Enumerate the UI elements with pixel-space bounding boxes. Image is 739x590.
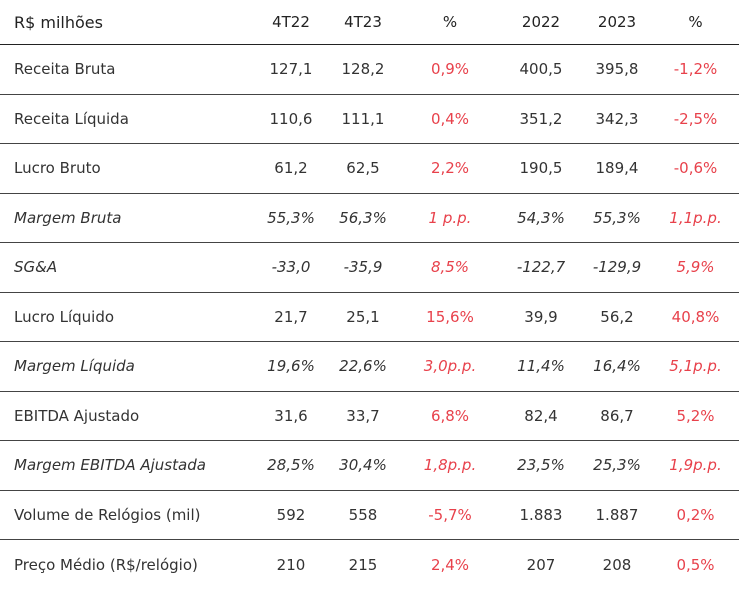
cell-pct-year: 1,1p.p. [669, 208, 722, 227]
cell-4t22: 31,6 [274, 406, 308, 425]
table-row: Receita Líquida 110,6 111,1 0,4% 351,2 342,3 -… [0, 95, 739, 144]
cell-4t22: 210 [276, 555, 306, 574]
cell-2022: 190,5 [519, 159, 563, 178]
header-col-2022: 2022 [521, 13, 561, 31]
cell-pct-quarter: 8,5% [430, 258, 470, 277]
table-row: Lucro Bruto 61,2 62,5 2,2% 190,5 189,4 -0,6% [0, 144, 739, 194]
row-label: Receita Líquida [14, 109, 129, 128]
cell-2023: 16,4% [593, 357, 641, 376]
header-label: R$ milhões [14, 12, 103, 32]
cell-4t23: 25,1 [346, 307, 380, 326]
table-row: Margem Bruta 55,3% 56,3% 1 p.p. 54,3% 55,3% 1,… [0, 194, 739, 243]
cell-4t23: 215 [348, 555, 378, 574]
cell-4t23: 62,5 [346, 159, 380, 178]
table-row: Volume de Relógios (mil) 592 558 -5,7% 1.883… [0, 491, 739, 540]
cell-4t23: 33,7 [346, 406, 380, 425]
cell-pct-quarter: 0,4% [430, 109, 470, 128]
cell-pct-quarter: 2,2% [430, 159, 470, 178]
cell-pct-year: 0,5% [676, 555, 715, 574]
row-label: Margem Líquida [14, 357, 135, 376]
cell-2022: 82,4 [524, 406, 558, 425]
table-body: Receita Bruta 127,1 128,2 0,9% 400,5 395,8 -1,… [0, 45, 739, 590]
row-label: Lucro Bruto [14, 159, 101, 178]
cell-2023: 56,2 [600, 307, 634, 326]
cell-pct-year: 5,9% [676, 258, 715, 277]
header-col-4t23: 4T23 [344, 13, 382, 31]
cell-2023: 342,3 [595, 109, 639, 128]
row-label: Volume de Relógios (mil) [14, 505, 201, 524]
table-header: R$ milhões 4T22 4T23 % 2022 2023 % [0, 0, 739, 45]
cell-pct-year: 5,1p.p. [669, 357, 722, 376]
row-label: Lucro Líquido [14, 307, 115, 326]
cell-pct-quarter: 2,4% [430, 555, 470, 574]
cell-pct-year: 1,9p.p. [669, 456, 722, 475]
table-row: Receita Bruta 127,1 128,2 0,9% 400,5 395,8 -1,… [0, 45, 739, 95]
header-col-pct-year: % [688, 13, 703, 31]
cell-4t23: 30,4% [339, 456, 387, 475]
table-row: Margem Líquida 19,6% 22,6% 3,0p.p. 11,4% 16,4… [0, 342, 739, 392]
cell-pct-quarter: 15,6% [426, 307, 474, 326]
cell-4t22: 127,1 [269, 60, 313, 79]
cell-pct-year: -1,2% [673, 60, 718, 79]
header-col-2023: 2023 [597, 13, 637, 31]
cell-4t23: 22,6% [339, 357, 387, 376]
cell-2023: -129,9 [592, 258, 642, 277]
cell-4t22: -33,0 [271, 258, 311, 277]
cell-2022: 39,9 [524, 307, 558, 326]
cell-2022: 54,3% [517, 208, 565, 227]
cell-pct-quarter: 3,0p.p. [423, 357, 477, 376]
cell-pct-year: -0,6% [673, 159, 718, 178]
cell-4t23: 56,3% [339, 208, 387, 227]
cell-pct-quarter: -5,7% [428, 505, 472, 524]
cell-2023: 55,3% [593, 208, 641, 227]
cell-2023: 395,8 [595, 60, 639, 79]
cell-4t22: 592 [276, 505, 306, 524]
row-label: EBITDA Ajustado [14, 406, 140, 425]
cell-2023: 86,7 [600, 406, 634, 425]
cell-pct-year: 40,8% [671, 307, 720, 326]
table-row: Preço Médio (R$/relógio) 210 215 2,4% 207 208… [0, 540, 739, 590]
cell-2022: 11,4% [517, 357, 565, 376]
cell-2022: 351,2 [519, 109, 563, 128]
cell-4t22: 110,6 [269, 109, 313, 128]
table-row: Lucro Líquido 21,7 25,1 15,6% 39,9 56,2 40,8% [0, 293, 739, 342]
table-row: Margem EBITDA Ajustada 28,5% 30,4% 1,8p.p. 2… [0, 441, 739, 491]
cell-2023: 189,4 [595, 159, 639, 178]
cell-pct-quarter: 1,8p.p. [423, 456, 477, 475]
cell-4t22: 28,5% [267, 456, 315, 475]
cell-4t22: 19,6% [267, 357, 315, 376]
cell-2022: 1.883 [519, 505, 563, 524]
header-col-4t22: 4T22 [272, 13, 310, 31]
cell-4t23: 111,1 [341, 109, 385, 128]
cell-2022: 400,5 [519, 60, 563, 79]
cell-4t23: 558 [348, 505, 378, 524]
row-label: Margem Bruta [14, 208, 122, 227]
table-row: SG&A -33,0 -35,9 8,5% -122,7 -129,9 5,9% [0, 243, 739, 293]
cell-2022: 23,5% [517, 456, 565, 475]
cell-4t23: 128,2 [341, 60, 385, 79]
cell-2023: 208 [602, 555, 632, 574]
cell-pct-year: 0,2% [676, 505, 715, 524]
table-row: EBITDA Ajustado 31,6 33,7 6,8% 82,4 86,7 5,2% [0, 392, 739, 441]
cell-2023: 25,3% [593, 456, 641, 475]
cell-2023: 1.887 [595, 505, 639, 524]
cell-pct-quarter: 1 p.p. [428, 208, 472, 227]
cell-pct-year: -2,5% [673, 109, 718, 128]
cell-pct-quarter: 6,8% [430, 406, 470, 425]
row-label: Margem EBITDA Ajustada [14, 456, 206, 475]
cell-2022: 207 [526, 555, 556, 574]
cell-pct-quarter: 0,9% [430, 60, 470, 79]
cell-2022: -122,7 [516, 258, 566, 277]
cell-pct-year: 5,2% [676, 406, 715, 425]
row-label: Receita Bruta [14, 60, 116, 79]
cell-4t23: -35,9 [343, 258, 383, 277]
row-label: SG&A [14, 258, 58, 277]
row-label: Preço Médio (R$/relógio) [14, 555, 198, 574]
cell-4t22: 61,2 [274, 159, 308, 178]
header-col-pct-quarter: % [442, 13, 458, 31]
cell-4t22: 21,7 [274, 307, 308, 326]
cell-4t22: 55,3% [267, 208, 315, 227]
